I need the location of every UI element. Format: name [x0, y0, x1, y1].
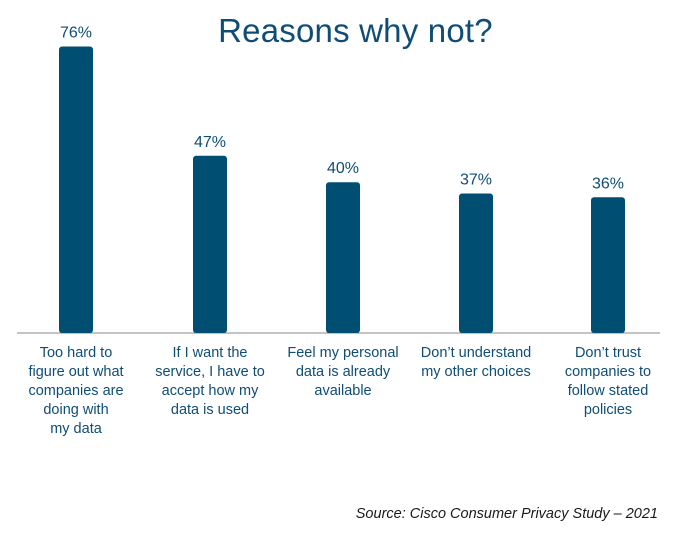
value-label-3: 40% [327, 160, 359, 177]
category-label-line: doing with [43, 402, 109, 418]
category-label-line: Don’t understand [420, 345, 532, 361]
source-note: Source: Cisco Consumer Privacy Study – 2… [355, 506, 658, 522]
chart-title: Reasons why not? [218, 12, 493, 49]
category-label-line: my data [50, 421, 102, 437]
bar-3 [326, 182, 360, 333]
category-label-4: Don’t understand my other choices [406, 344, 546, 382]
bar-1 [59, 46, 93, 333]
value-label-1: 76% [60, 24, 92, 41]
category-label-line: companies are [28, 383, 124, 399]
category-label-line: my other choices [421, 364, 531, 380]
category-label-line: accept how my [161, 383, 259, 399]
category-label-line: data is used [170, 402, 250, 418]
bar-4 [459, 193, 493, 333]
category-label-line: data is already [295, 364, 391, 380]
category-label-line: follow stated [567, 383, 649, 399]
value-label-4: 37% [460, 172, 492, 189]
value-label-2: 47% [194, 134, 226, 151]
value-label-5: 36% [592, 175, 624, 192]
category-label-line: If I want the [172, 345, 248, 361]
bar-5 [591, 197, 625, 333]
category-label-line: Don’t trust [574, 345, 642, 361]
category-label-3: Feel my personal data is already available [273, 344, 413, 401]
category-label-line: figure out what [28, 364, 124, 380]
category-label-line: service, I have to [155, 364, 265, 380]
category-label-line: Feel my personal [287, 345, 399, 361]
category-label-1: Too hard to figure out what companies are d… [6, 344, 146, 439]
category-label-5: Don’t trust companies to follow stated poli… [538, 344, 678, 420]
category-label-line: companies to [564, 364, 652, 380]
bars-group [59, 46, 625, 333]
bar-2 [193, 155, 227, 333]
category-label-line: available [314, 383, 372, 399]
category-label-line: Too hard to [39, 345, 113, 361]
category-label-line: policies [583, 402, 633, 418]
category-label-2: If I want the service, I have to accept ho… [140, 344, 280, 420]
value-labels-group: 76% 47% 40% 37% 36% [60, 24, 624, 192]
